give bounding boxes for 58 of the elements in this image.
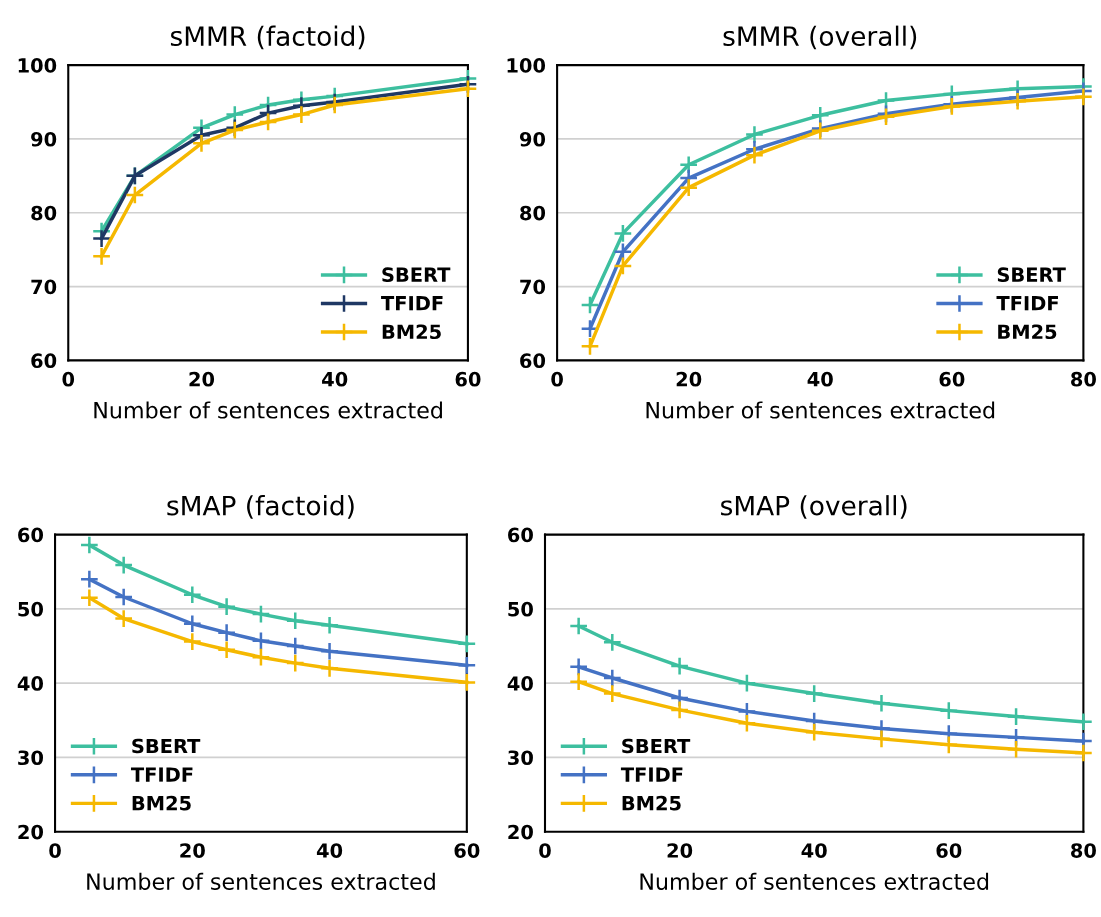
chart-title: sMMR (factoid) <box>170 25 365 50</box>
y-tick-label: 60 <box>508 527 533 543</box>
x-tick-label: 40 <box>322 371 348 387</box>
chart-title: sMAP (overall) <box>721 495 907 519</box>
y-tick-label: 20 <box>18 824 44 840</box>
chart-title: sMAP (factoid) <box>167 495 354 519</box>
x-tick-label: 40 <box>316 843 343 858</box>
legend-label: SBERT <box>997 267 1066 283</box>
x-tick-label: 20 <box>667 843 693 858</box>
x-tick-label: 40 <box>801 843 827 858</box>
y-tick-label: 50 <box>508 601 533 617</box>
legend-label: BM25 <box>132 795 191 811</box>
x-tick-label: 0 <box>539 843 551 858</box>
y-tick-label: 60 <box>18 527 44 543</box>
x-tick-label: 0 <box>62 371 75 387</box>
y-tick-label: 60 <box>520 353 546 369</box>
y-tick-label: 70 <box>520 279 546 295</box>
y-tick-label: 100 <box>507 58 546 73</box>
y-tick-label: 80 <box>520 205 546 221</box>
x-tick-label: 60 <box>936 843 962 858</box>
legend-label: BM25 <box>622 795 681 811</box>
legend-label: BM25 <box>998 324 1057 340</box>
y-tick-label: 40 <box>507 676 533 691</box>
y-tick-label: 50 <box>18 601 44 617</box>
x-tick-label: 80 <box>1071 843 1096 858</box>
y-tick-label: 90 <box>31 131 57 147</box>
legend-label: TFIDF <box>130 767 193 782</box>
x-tick-label: 0 <box>551 371 563 387</box>
y-tick-label: 30 <box>508 750 533 766</box>
x-tick-label: 60 <box>455 371 481 387</box>
x-axis-title: Number of sentences extracted <box>646 401 995 419</box>
legend-label: SBERT <box>622 738 691 754</box>
y-tick-label: 30 <box>18 750 44 766</box>
x-axis-title: Number of sentences extracted <box>94 401 442 419</box>
legend-label: TFIDF <box>996 296 1058 311</box>
x-tick-label: 0 <box>49 843 61 858</box>
x-tick-label: 60 <box>454 843 480 858</box>
x-tick-label: 80 <box>1071 371 1096 387</box>
chart-title: sMMR (overall) <box>723 25 917 50</box>
x-axis-title: Number of sentences extracted <box>640 872 989 890</box>
legend-label: SBERT <box>132 738 201 754</box>
x-tick-label: 20 <box>676 371 702 387</box>
y-tick-label: 40 <box>17 676 44 691</box>
y-tick-label: 60 <box>31 353 57 369</box>
x-tick-label: 20 <box>189 371 215 387</box>
legend-label: TFIDF <box>381 296 443 311</box>
y-tick-label: 80 <box>31 205 57 221</box>
x-tick-label: 40 <box>807 371 833 387</box>
x-axis-title: Number of sentences extracted <box>87 872 435 890</box>
legend-label: TFIDF <box>620 767 683 782</box>
y-tick-label: 70 <box>31 279 57 295</box>
legend-label: SBERT <box>382 267 451 283</box>
x-tick-label: 20 <box>180 843 205 858</box>
legend-label: BM25 <box>382 324 441 340</box>
y-tick-label: 100 <box>18 58 57 73</box>
y-tick-label: 20 <box>508 824 533 840</box>
y-tick-label: 90 <box>519 131 546 147</box>
x-tick-label: 60 <box>939 371 965 387</box>
